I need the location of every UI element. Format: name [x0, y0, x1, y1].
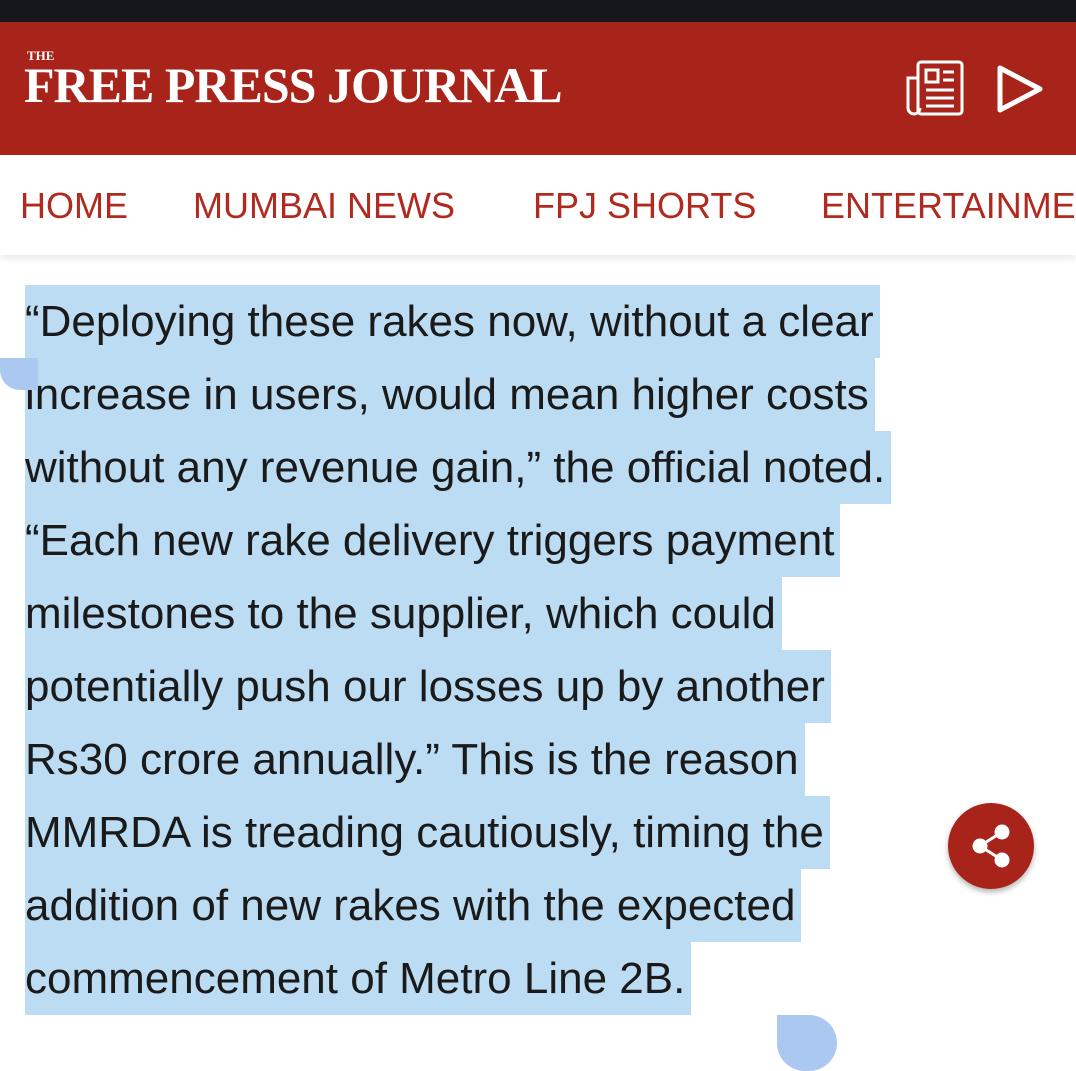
text-line: addition of new rakes with the expected	[25, 869, 802, 942]
site-header: THE FREE PRESS JOURNAL	[0, 22, 1076, 155]
text-line: MMRDA is treading cautiously, timing the	[25, 796, 830, 869]
share-button[interactable]	[948, 803, 1034, 889]
nav-item[interactable]: ENTERTAINME	[821, 185, 1076, 226]
logo[interactable]: FREE PRESS JOURNAL	[24, 57, 563, 113]
text-line: Rs30 crore annually.” This is the reason	[25, 723, 805, 796]
logo-small: THE	[27, 48, 55, 63]
text-line: commencement of Metro Line 2B.	[25, 942, 692, 1015]
text-line: “Deploying these rakes now, without a cl…	[25, 285, 880, 358]
epaper-icon[interactable]	[906, 60, 964, 116]
text-line: without any revenue gain,” the official …	[25, 431, 892, 504]
status-bar	[0, 0, 1076, 22]
selection-handle[interactable]	[777, 1015, 837, 1071]
text-line: milestones to the supplier, which could	[25, 577, 782, 650]
nav-bar: HOME MUMBAI NEWS FPJ SHORTS ENTERTAINME	[0, 155, 1076, 255]
text-line: increase in users, would mean higher cos…	[25, 358, 875, 431]
share-icon	[972, 824, 1010, 868]
nav-item[interactable]: HOME	[20, 185, 128, 226]
text-line: potentially push our losses up by anothe…	[25, 650, 831, 723]
nav-item[interactable]: MUMBAI NEWS	[193, 185, 456, 226]
header-icons	[906, 60, 1043, 116]
play-store-icon[interactable]	[997, 65, 1043, 113]
nav-item[interactable]: FPJ SHORTS	[533, 185, 757, 226]
text-line: “Each new rake delivery triggers payment	[25, 504, 841, 577]
selection-handle[interactable]	[0, 358, 38, 390]
